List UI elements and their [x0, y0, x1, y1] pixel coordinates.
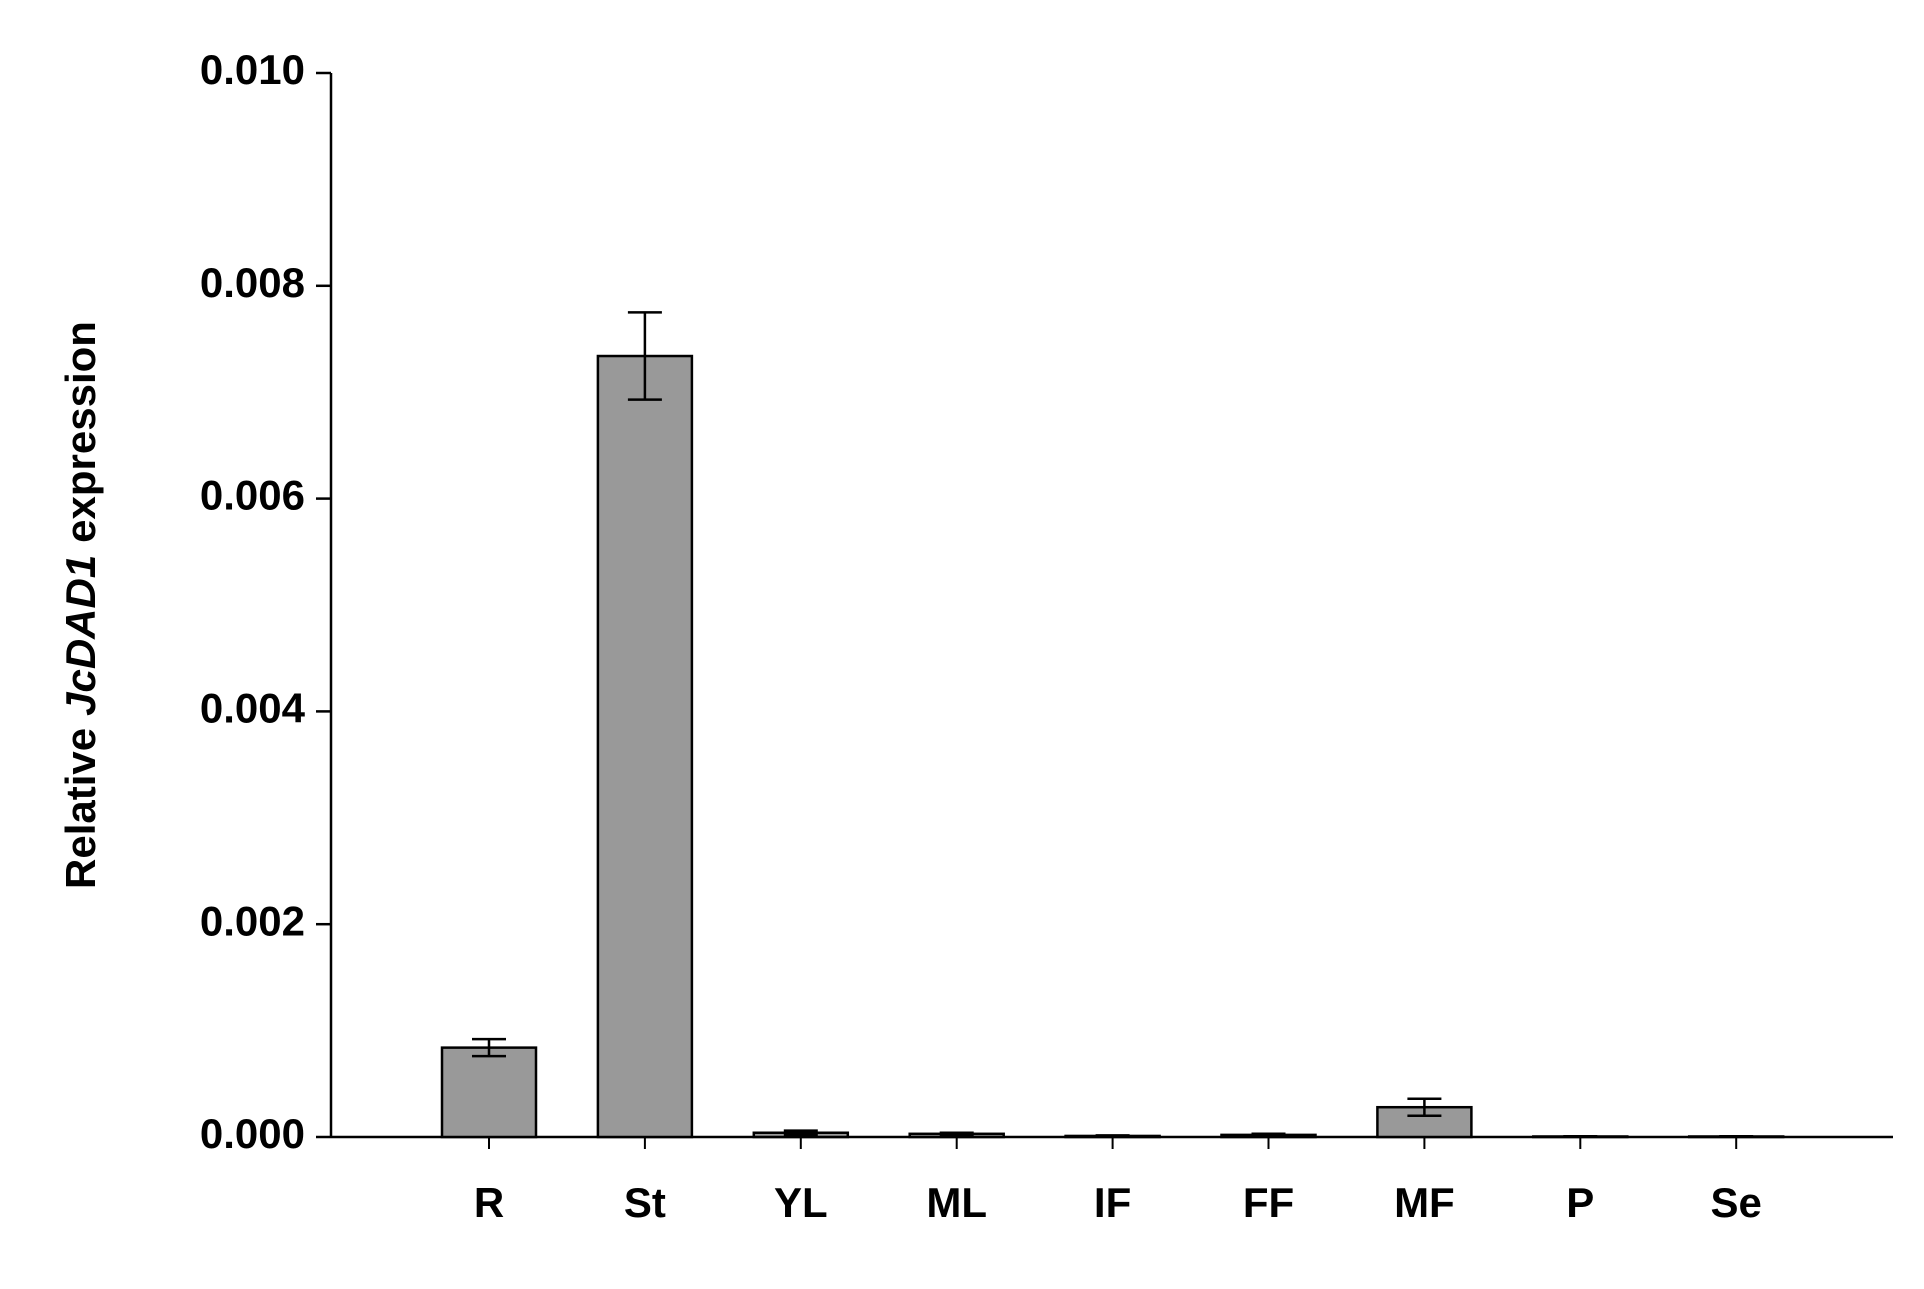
y-label-part: expression: [57, 321, 104, 543]
x-tick-label: R: [474, 1179, 504, 1226]
x-tick-label: FF: [1243, 1179, 1294, 1226]
error-bar: [1095, 1134, 1130, 1138]
error-bar: [1407, 1097, 1442, 1117]
x-tick-label: MF: [1394, 1179, 1455, 1226]
y-tick-label: 0.002: [200, 897, 305, 944]
x-tick-label: Se: [1711, 1179, 1762, 1226]
error-bar: [1251, 1132, 1286, 1138]
error-bar: [783, 1129, 818, 1137]
bar: [1376, 1105, 1473, 1139]
bar: [596, 354, 694, 1139]
y-tick-label: 0.010: [200, 46, 305, 93]
y-tick-label: 0.000: [200, 1110, 305, 1157]
error-bar: [939, 1131, 974, 1137]
y-axis-label: Relative JcDAD1 expression: [57, 321, 104, 889]
x-tick-label: YL: [774, 1179, 828, 1226]
x-tick-label: P: [1566, 1179, 1594, 1226]
y-tick-label: 0.008: [200, 259, 305, 306]
x-tick-label: St: [624, 1179, 666, 1226]
x-tick-label: ML: [926, 1179, 987, 1226]
y-label-part: Relative: [57, 728, 104, 889]
bar: [440, 1046, 538, 1139]
y-tick-label: 0.006: [200, 472, 305, 519]
x-tick-label: IF: [1094, 1179, 1131, 1226]
error-bar: [627, 311, 662, 401]
y-tick-label: 0.004: [200, 684, 306, 731]
y-label-part: JcDAD1: [57, 555, 104, 716]
error-bar: [472, 1037, 506, 1058]
